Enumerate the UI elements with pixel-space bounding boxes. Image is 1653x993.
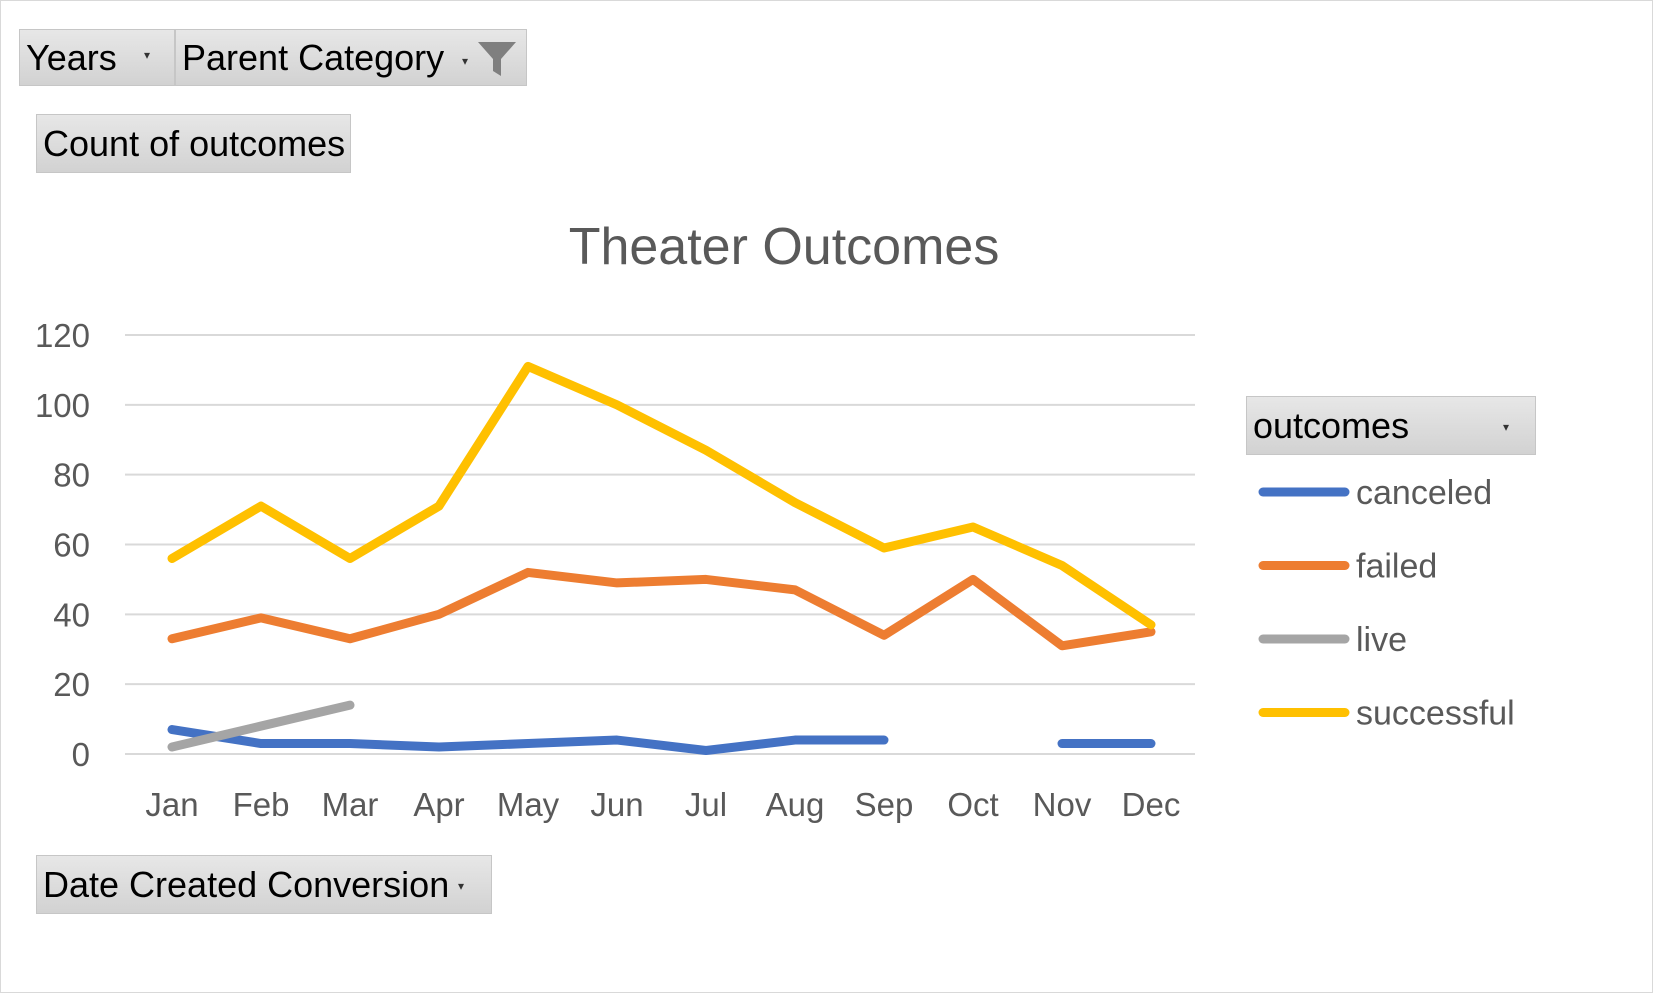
values-field-button[interactable]: Count of outcomes [36,114,351,173]
parent-category-filter-button[interactable]: Parent Category ▾ [175,29,527,86]
axis-field-label: Date Created Conversion [43,863,450,905]
values-field-label: Count of outcomes [43,122,346,164]
chevron-down-icon: ▾ [1503,420,1510,434]
chevron-down-icon: ▾ [144,48,151,62]
chevron-down-icon: ▾ [462,54,469,68]
chevron-down-icon: ▾ [458,879,465,893]
legend-field-button[interactable]: outcomes ▾ [1246,396,1536,455]
legend-field-label: outcomes [1253,404,1410,446]
parent-category-filter-label: Parent Category [182,36,445,78]
years-filter-button[interactable]: Years ▾ [19,29,175,86]
years-filter-label: Years [26,36,117,78]
filter-funnel-icon [478,42,516,76]
axis-field-button[interactable]: Date Created Conversion ▾ [36,855,492,914]
